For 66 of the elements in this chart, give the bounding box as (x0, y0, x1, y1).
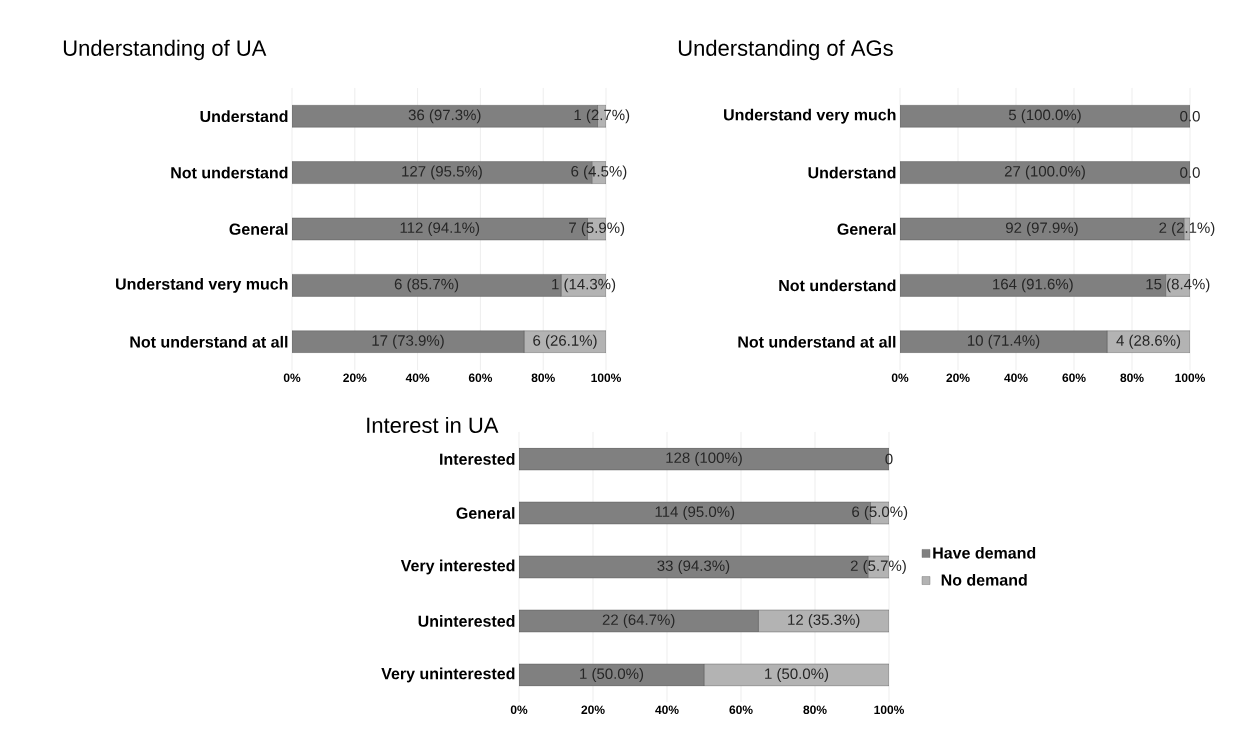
y-tick-label: Interested (440, 453, 515, 465)
data-label: 1 (14.3%) (552, 278, 616, 293)
x-tick-label: 100% (874, 705, 905, 715)
y-tick-label: Understand very much (724, 108, 896, 124)
data-label: 22 (64.7%) (602, 614, 675, 628)
x-tick-label: 60% (468, 373, 493, 383)
data-label: 0 (885, 453, 893, 465)
data-label: 6 (5.0%) (852, 506, 908, 520)
data-label: 164 (91.6%) (993, 278, 1073, 293)
x-tick-label: 40% (1004, 373, 1028, 383)
data-label: 2 (5.7%) (850, 560, 906, 574)
data-label: 114 (95.0%) (655, 506, 735, 520)
x-tick-label: 40% (405, 373, 430, 383)
data-label: 15 (8.4%) (1146, 278, 1210, 293)
y-tick-label: Very uninterested (381, 667, 515, 683)
data-label: 27 (100.0%) (1004, 165, 1085, 180)
data-label: 10 (71.4%) (967, 334, 1040, 349)
data-label: 7 (5.9%) (569, 222, 625, 236)
y-tick-label: Uninterested (418, 615, 515, 627)
x-tick-label: 40% (655, 705, 679, 715)
data-label: 6 (26.1%) (533, 334, 597, 349)
data-label: 128 (100%) (666, 452, 742, 466)
data-label: 127 (95.5%) (402, 165, 482, 180)
chart-title: Understanding of AGs (678, 39, 893, 61)
data-label: 6 (85.7%) (394, 278, 459, 293)
y-tick-label: Not understand (171, 166, 288, 179)
y-tick-label: Understand (200, 110, 288, 123)
data-label: 5 (100.0%) (1008, 109, 1081, 124)
chart-title: Understanding of UA (63, 39, 267, 61)
x-tick-label: 0% (510, 705, 528, 715)
x-tick-label: 80% (1120, 373, 1144, 383)
data-label: 33 (94.3%) (657, 560, 730, 574)
data-label: 1 (50.0%) (765, 668, 829, 682)
x-tick-label: 80% (531, 373, 555, 383)
data-label: 4 (28.6%) (1116, 334, 1181, 349)
y-tick-label: Understand (808, 166, 896, 179)
data-label: 1 (50.0%) (580, 668, 644, 682)
y-tick-label: Not understand at all (130, 335, 288, 348)
x-tick-label: 60% (729, 705, 753, 715)
x-tick-label: 0% (283, 373, 301, 383)
x-tick-label: 20% (946, 373, 970, 383)
data-label: 12 (35.3%) (788, 614, 860, 628)
x-tick-label: 100% (591, 373, 622, 383)
data-label: 0.0 (1180, 167, 1200, 178)
x-tick-label: 100% (1175, 373, 1206, 383)
data-label: 92 (97.9%) (1005, 222, 1078, 236)
data-label: 17 (73.9%) (372, 334, 444, 349)
y-tick-label: Understand very much (116, 277, 288, 293)
y-tick-label: Not understand at all (738, 335, 896, 348)
y-tick-label: Not understand (779, 279, 896, 292)
x-tick-label: 20% (581, 705, 605, 715)
x-tick-label: 80% (803, 705, 827, 715)
data-label: 36 (97.3%) (408, 109, 481, 124)
y-tick-label: Very interested (400, 559, 515, 575)
y-tick-label: General (229, 223, 288, 235)
x-tick-label: 60% (1062, 373, 1086, 383)
chart-title: Interest in UA (367, 416, 499, 434)
legend-label: No demand (941, 573, 1027, 586)
data-label: 112 (94.1%) (400, 222, 480, 236)
x-tick-label: 0% (891, 373, 909, 383)
y-tick-label: General (837, 223, 896, 235)
data-label: 6 (4.5%) (571, 165, 627, 180)
x-tick-label: 20% (343, 373, 367, 383)
y-tick-label: General (456, 507, 515, 519)
data-label: 0.0 (1180, 110, 1200, 122)
legend-label: Have demand (933, 546, 1036, 559)
